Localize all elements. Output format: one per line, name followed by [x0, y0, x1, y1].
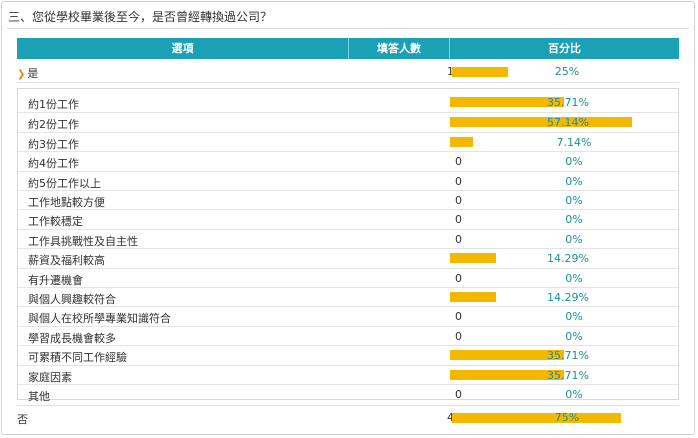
- sub-option-label: 約4份工作: [28, 157, 79, 171]
- sub-option-label: 工作較穩定: [28, 215, 83, 229]
- sub-option-label: 約1份工作: [28, 98, 79, 111]
- percent-bar: [452, 413, 621, 423]
- sub-option-row: 薪資及福利較高214.29%: [18, 248, 678, 267]
- percent-bar: [452, 67, 508, 77]
- percent-bar: [450, 350, 564, 361]
- percent-value: 14.29%: [547, 252, 589, 266]
- sub-option-label: 與個人興趣較符合: [28, 293, 116, 306]
- percent-value: 0%: [565, 174, 583, 188]
- sub-option-count: 0: [455, 310, 462, 324]
- sub-option-row: 工作較穩定 0 0%: [18, 209, 678, 228]
- sub-option-count: 0: [455, 271, 462, 285]
- percent-value: 0%: [565, 271, 583, 285]
- option-label-text: 是: [27, 67, 39, 80]
- sub-option-label: 薪資及福利較高: [28, 254, 105, 268]
- chevron-down-icon[interactable]: ❯: [17, 69, 26, 80]
- sub-option-label: 約2份工作: [28, 118, 79, 132]
- sub-option-row: 與個人在校所學專業知識符合 0 0%: [18, 306, 678, 325]
- sub-option-label: 工作具挑戰性及自主性: [28, 234, 138, 248]
- sub-option-row: 家庭因素535.71%: [18, 364, 678, 384]
- sub-option-row: 約1份工作535.71%: [18, 93, 678, 112]
- sub-option-label: 其他: [28, 390, 50, 403]
- option-label-no: 否: [17, 413, 28, 426]
- sub-option-row: 有升遷機會 0 0%: [18, 267, 678, 287]
- sub-option-label: 與個人在校所學專業知識符合: [28, 312, 171, 326]
- option-label-yes[interactable]: ❯ 是: [17, 65, 38, 81]
- row-divider: [17, 82, 679, 83]
- percent-value: 0%: [565, 194, 583, 207]
- sub-option-count: 0: [455, 329, 462, 343]
- percent-value: 35.71%: [547, 349, 589, 363]
- percent-value: 35.71%: [547, 96, 589, 109]
- percent-value: 0%: [565, 155, 583, 169]
- row-divider: [17, 405, 679, 406]
- header-option: 選項: [171, 42, 194, 55]
- sub-option-row: 約3份工作17.14%: [18, 131, 678, 151]
- sub-option-row: 約2份工作857.14%: [18, 112, 678, 131]
- percent-bar: [450, 117, 632, 128]
- sub-option-row: 其他 0 0%: [18, 384, 678, 403]
- header-count: 填答人數: [377, 42, 421, 55]
- sub-option-count: 0: [455, 213, 462, 227]
- percent-value: 0%: [565, 232, 583, 246]
- percent-value: 7.14%: [556, 135, 592, 149]
- option-row-yes[interactable]: ❯是 14 25%: [17, 62, 679, 82]
- header-divider: [449, 38, 450, 59]
- sub-option-count: 0: [455, 155, 462, 169]
- sub-option-count: 0: [455, 194, 462, 207]
- sub-option-row: 工作具挑戰性及自主性 0 0%: [18, 228, 678, 248]
- sub-option-label: 學習成長機會較多: [28, 331, 116, 345]
- header-percent: 百分比: [548, 42, 581, 55]
- sub-option-count: 0: [455, 232, 462, 246]
- percent-bar: [450, 292, 496, 302]
- header-divider: [348, 38, 349, 59]
- percent-value: 75%: [554, 411, 580, 424]
- percent-bar: [450, 136, 473, 147]
- sub-option-count: 0: [455, 388, 462, 401]
- sub-options-table: 約1份工作535.71%約2份工作857.14%約3份工作17.14%約4份工作…: [17, 88, 679, 403]
- percent-value: 25%: [554, 65, 580, 78]
- percent-bar: [450, 369, 564, 380]
- sub-option-count: 0: [455, 174, 462, 188]
- percent-value: 14.29%: [547, 291, 589, 304]
- sub-option-label: 有升遷機會: [28, 273, 83, 287]
- sub-option-row: 工作地點較方便 0 0%: [18, 190, 678, 209]
- sub-option-row: 約4份工作 0 0%: [18, 151, 678, 170]
- percent-value: 57.14%: [547, 116, 589, 130]
- sub-option-row: 可累積不同工作經驗535.71%: [18, 345, 678, 364]
- percent-bar: [450, 97, 564, 107]
- sub-option-label: 工作地點較方便: [28, 196, 105, 209]
- percent-bar: [450, 253, 496, 264]
- title-divider: [7, 28, 689, 29]
- sub-option-label: 可累積不同工作經驗: [28, 351, 127, 365]
- table-header: 選項 填答人數 百分比: [17, 38, 679, 59]
- percent-value: 0%: [565, 329, 583, 343]
- sub-option-label: 約3份工作: [28, 137, 79, 151]
- sub-option-row: 約5份工作以上 0 0%: [18, 170, 678, 190]
- percent-value: 0%: [565, 213, 583, 227]
- percent-value: 35.71%: [547, 368, 589, 382]
- percent-value: 0%: [565, 310, 583, 324]
- question-title: 三、您從學校畢業後至今，是否曾經轉換過公司？: [8, 10, 273, 24]
- sub-option-row: 與個人興趣較符合214.29%: [18, 287, 678, 306]
- percent-value: 0%: [565, 388, 583, 401]
- sub-option-label: 家庭因素: [28, 370, 72, 384]
- sub-option-row: 學習成長機會較多 0 0%: [18, 325, 678, 345]
- sub-option-label: 約5份工作以上: [28, 176, 101, 190]
- option-row-no: 否 42 75%: [17, 408, 679, 428]
